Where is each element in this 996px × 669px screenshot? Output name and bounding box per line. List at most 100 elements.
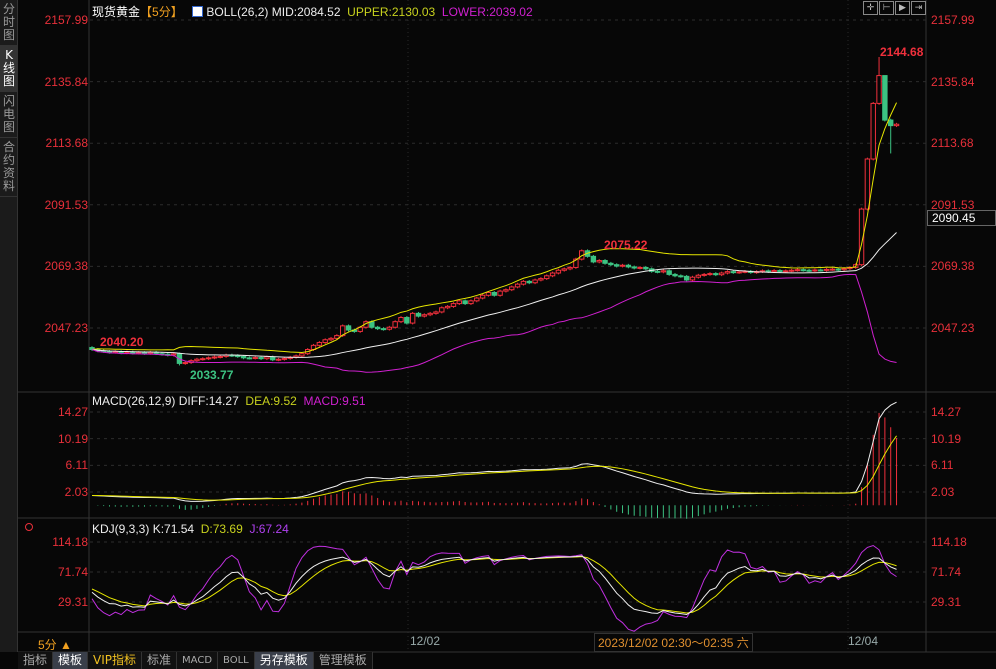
tab-boll[interactable]: BOLL [218, 652, 255, 669]
candle-body [538, 278, 544, 281]
candle-body [666, 270, 672, 275]
candle-body [264, 356, 270, 360]
candle-body [374, 326, 381, 330]
move-right-icon[interactable]: ⇥ [911, 1, 926, 15]
candle-body [106, 350, 113, 353]
candle-body [386, 326, 393, 330]
macd-axis-label: 2.03 [931, 485, 955, 499]
tab-indicator[interactable]: 指标 [18, 652, 54, 669]
candle-body [316, 342, 323, 346]
candle-body [468, 300, 474, 305]
candle-body [800, 269, 806, 272]
candle-body [544, 275, 550, 280]
candle-body [421, 314, 428, 317]
high-annotation: 2144.68 [880, 45, 924, 59]
candle-body [456, 300, 462, 305]
macd-diff: DIFF:14.27 [178, 394, 239, 408]
candle-body [701, 273, 707, 276]
price-axis-label: 2091.53 [931, 197, 975, 212]
candle-body [637, 266, 643, 269]
macd-diff-line [91, 401, 897, 502]
candle-body [433, 311, 439, 314]
boll-upper: UPPER:2130.03 [347, 5, 436, 19]
candle-body [561, 268, 567, 271]
tab-vip-indicator[interactable]: VIP指标 [88, 652, 143, 669]
candle-body [549, 272, 556, 277]
kdj-axis-label: 114.18 [931, 535, 967, 549]
candle-body [718, 272, 725, 276]
tab-flash[interactable]: 闪电图 [0, 92, 18, 138]
candle-body [876, 75, 882, 104]
crosshair-icon[interactable]: ✛ [863, 1, 878, 15]
price-axis-label: 2135.84 [44, 74, 88, 89]
zoom-out-icon[interactable]: ▶ [895, 1, 910, 15]
macd-value: MACD:9.51 [303, 394, 366, 408]
macd-axis-label: 6.11 [65, 458, 88, 473]
candle-body [258, 357, 264, 360]
candle-body [771, 270, 777, 273]
boll-lower-line [91, 273, 897, 373]
zoom-in-icon[interactable]: ⊢ [879, 1, 894, 15]
candle-body [643, 266, 649, 270]
candle-body [415, 312, 422, 317]
candle-body [660, 270, 667, 273]
candle-body [724, 271, 731, 274]
kdj-header: KDJ(9,3,3) K:71.54 D:73.69 J:67.24 [92, 522, 289, 536]
macd-axis-label: 2.03 [64, 485, 88, 499]
candle-body [864, 158, 871, 210]
candle-body [404, 317, 410, 324]
manage-template-button[interactable]: 管理模板 [313, 652, 373, 669]
kdj-axis-label: 71.74 [931, 565, 962, 579]
candle-body [631, 266, 637, 269]
price-axis-label: 2091.53 [44, 197, 88, 212]
candle-body [608, 262, 614, 266]
candle-body [503, 289, 509, 292]
candle-body [211, 356, 218, 359]
bottom-tabs: 指标 模板 VIP指标 标准 MACD BOLL 另存模板 管理模板 [18, 652, 373, 669]
candle-body [882, 75, 888, 121]
tab-standard[interactable]: 标准 [142, 652, 178, 669]
candle-body [730, 271, 736, 274]
candle-body [783, 270, 789, 273]
tab-macd[interactable]: MACD [177, 652, 219, 669]
candle-body [736, 271, 742, 274]
tab-kline[interactable]: K线图 [0, 46, 18, 92]
period-selector[interactable]: 5分 ▲ [38, 636, 72, 653]
price-axis-label: 2047.23 [931, 321, 975, 335]
candle-body [678, 275, 684, 278]
price-axis-label: 2047.23 [44, 321, 88, 335]
kdj-axis-label: 114.18 [52, 535, 88, 549]
boll-mid: MID:2084.52 [271, 5, 341, 19]
candle-body [818, 269, 824, 272]
price-axis-label: 2157.99 [44, 13, 88, 27]
candle-body [369, 321, 375, 328]
tab-timeshare[interactable]: 分时图 [0, 0, 18, 46]
price-axis-label: 2113.68 [45, 136, 89, 151]
candle-body [345, 325, 352, 331]
candle-body [841, 268, 847, 271]
macd-axis-label: 6.11 [931, 458, 954, 473]
date-label: 12/04 [848, 634, 879, 648]
candle-body [281, 357, 288, 360]
start-annotation: 2040.20 [100, 335, 144, 349]
candle-body [246, 357, 253, 360]
tab-contract-info[interactable]: 合约资料 [0, 138, 18, 197]
candle-body [200, 358, 206, 361]
current-price-label: 2090.45 [927, 210, 996, 226]
macd-axis-label: 14.27 [57, 405, 88, 419]
boll-chart-icon [192, 6, 204, 17]
candle-body [450, 303, 457, 307]
candle-body [573, 258, 579, 268]
settings-dot-icon[interactable] [25, 523, 33, 531]
candle-body [596, 260, 602, 263]
tab-template[interactable]: 模板 [53, 652, 89, 669]
mid-high-annotation: 2075.22 [604, 238, 648, 252]
candle-body [514, 283, 521, 288]
candle-body [794, 269, 801, 272]
save-template-button[interactable]: 另存模板 [254, 652, 314, 669]
candle-body [526, 280, 532, 284]
candle-body [439, 307, 445, 313]
candle-body [893, 123, 900, 127]
kdj-title: KDJ(9,3,3) [92, 522, 150, 536]
